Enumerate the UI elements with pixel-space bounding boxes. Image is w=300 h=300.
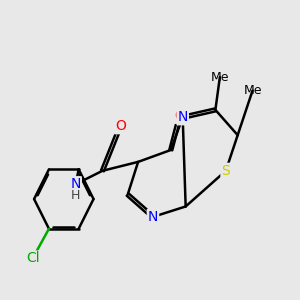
Text: O: O: [174, 109, 185, 123]
Text: Cl: Cl: [26, 251, 39, 266]
Text: O: O: [115, 119, 126, 133]
Text: N: N: [178, 110, 188, 124]
Text: N: N: [70, 177, 81, 191]
Text: H: H: [71, 189, 80, 202]
Text: N: N: [148, 210, 158, 224]
Text: Me: Me: [243, 84, 262, 97]
Text: Me: Me: [211, 71, 229, 84]
Text: S: S: [221, 164, 230, 178]
